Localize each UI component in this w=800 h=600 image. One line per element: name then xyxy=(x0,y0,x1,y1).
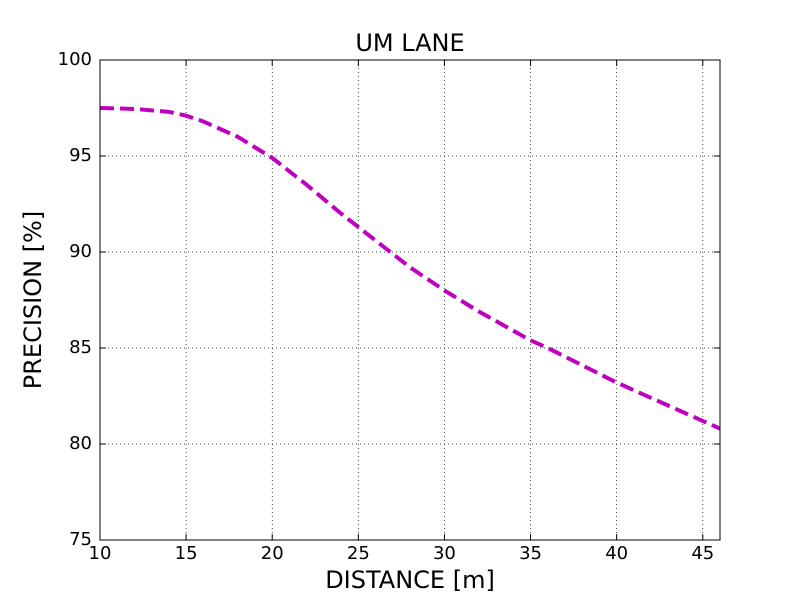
x-tick-label: 40 xyxy=(605,543,628,564)
x-tick-label: 25 xyxy=(347,543,370,564)
plot-frame xyxy=(99,59,721,541)
y-tick-label: 80 xyxy=(69,433,92,454)
y-tick-label: 85 xyxy=(69,337,92,358)
x-axis-label: DISTANCE [m] xyxy=(325,566,495,594)
x-tick-label: 10 xyxy=(89,543,112,564)
chart-title: UM LANE xyxy=(355,29,464,57)
x-tick-label: 20 xyxy=(261,543,284,564)
y-tick-label: 90 xyxy=(69,241,92,262)
x-tick-label: 45 xyxy=(691,543,714,564)
x-tick-label: 15 xyxy=(175,543,198,564)
x-tick-label: 35 xyxy=(519,543,542,564)
y-axis-label: PRECISION [%] xyxy=(19,211,47,389)
y-tick-label: 100 xyxy=(58,49,92,70)
y-tick-label: 75 xyxy=(69,529,92,550)
x-tick-label: 30 xyxy=(433,543,456,564)
y-tick-label: 95 xyxy=(69,145,92,166)
